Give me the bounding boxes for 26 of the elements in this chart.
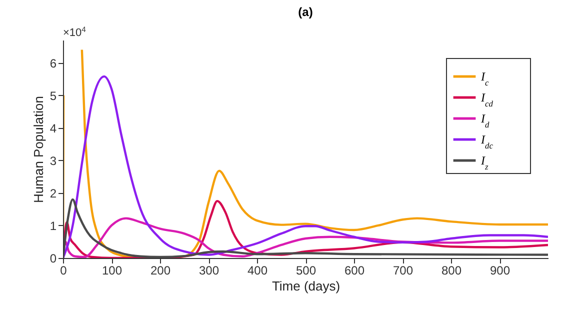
x-tick-label: 700: [392, 264, 414, 278]
x-tick-label: 900: [490, 264, 510, 278]
legend-label: I$_{z}$: [480, 154, 489, 171]
y-tick-label: 4: [50, 121, 57, 136]
x-tick-label: 300: [198, 264, 220, 278]
y-tick-label: 2: [50, 186, 57, 200]
x-tick-label: 400: [247, 264, 268, 278]
y-tick-label: 5: [50, 88, 57, 103]
chart-title: (a): [298, 5, 313, 19]
x-tick-label: 0: [60, 264, 68, 278]
x-tick-label: 200: [150, 264, 171, 278]
y-tick-label: 6: [50, 56, 57, 70]
legend-label: I$_{dc}$: [480, 132, 494, 150]
legend-label: I$_{cd}$: [480, 90, 494, 108]
x-tick-label: 100: [102, 264, 122, 278]
x-tick-label: 500: [296, 264, 316, 278]
y-tick-label: 0: [50, 252, 57, 266]
y-tick-label: 3: [50, 154, 57, 168]
x-tick-label: 600: [344, 264, 365, 278]
legend-label: I$_{d}$: [480, 112, 490, 129]
y-axis-title: Human Population: [30, 96, 46, 203]
text: ×10$^{4}$: [63, 24, 87, 39]
x-axis-title: Time (days): [272, 278, 340, 294]
y-tick-label: 1: [50, 218, 57, 233]
x-tick-label: 800: [441, 264, 462, 278]
legend-label: I$_{c}$: [480, 70, 489, 87]
